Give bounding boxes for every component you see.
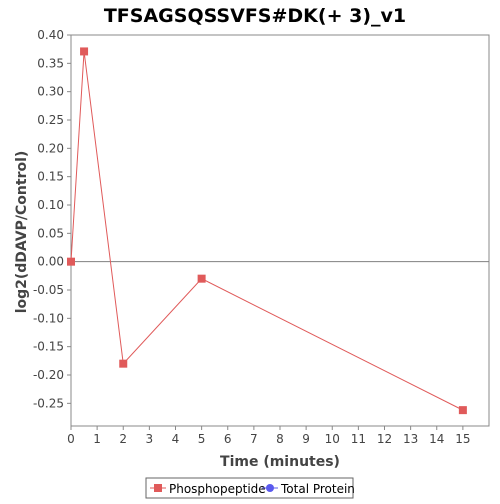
x-tick-label: 0 [67,432,75,446]
x-tick-label: 2 [119,432,127,446]
y-tick-label: 0.35 [37,56,64,70]
x-tick-label: 15 [455,432,470,446]
legend-total-protein-marker [266,484,274,492]
legend-phosphopeptide-label: Phosphopeptide [169,482,266,496]
data-point [119,359,128,368]
x-tick-label: 12 [377,432,392,446]
y-tick-label: 0.25 [37,113,64,127]
y-tick-label: 0.05 [37,226,64,240]
x-tick-label: 14 [429,432,444,446]
x-tick-label: 7 [250,432,258,446]
x-tick-label: 6 [224,432,232,446]
series-layer [67,47,467,415]
x-tick-label: 3 [146,432,154,446]
legend-total-protein-label: Total Protein [280,482,355,496]
y-tick-label: -0.20 [33,368,64,382]
y-tick-label: 0.30 [37,85,64,99]
y-tick-label: 0.20 [37,141,64,155]
x-tick-label: 11 [351,432,366,446]
x-tick-label: 9 [302,432,310,446]
x-axis-label: Time (minutes) [220,454,340,470]
legend-phosphopeptide-marker [154,484,162,492]
x-tick-label: 4 [172,432,180,446]
y-tick-label: 0.40 [37,28,64,42]
y-tick-label: -0.25 [33,396,64,410]
legend-box [145,477,354,499]
x-axis: 0 1 2 3 4 5 6 7 8 9 10 11 12 13 14 15 [67,426,471,446]
y-tick-label: -0.05 [33,283,64,297]
plot-area [70,34,490,427]
x-tick-label: 10 [325,432,340,446]
data-point [458,406,467,415]
y-tick-label: -0.15 [33,340,64,354]
y-tick-label: 0.10 [37,198,64,212]
x-tick-label: 1 [93,432,101,446]
data-point [197,274,206,283]
data-point [80,47,89,56]
y-tick-label: -0.10 [33,311,64,325]
x-tick-label: 5 [198,432,206,446]
y-tick-label: 0.15 [37,170,64,184]
x-tick-label: 8 [276,432,284,446]
y-axis: 0.40 0.35 0.30 0.25 0.20 0.15 0.10 0.05 0.00 -0.0… [33,28,71,410]
x-tick-label: 13 [403,432,418,446]
legend: Phosphopeptide Total Protein [145,477,355,499]
chart-title: TFSAGSQSSVFS#DK(+ 3)_v1 [104,5,406,27]
y-axis-label: log2(dDAVP/Control) [14,151,30,314]
data-point [67,257,75,266]
y-tick-label: 0.00 [37,255,64,269]
